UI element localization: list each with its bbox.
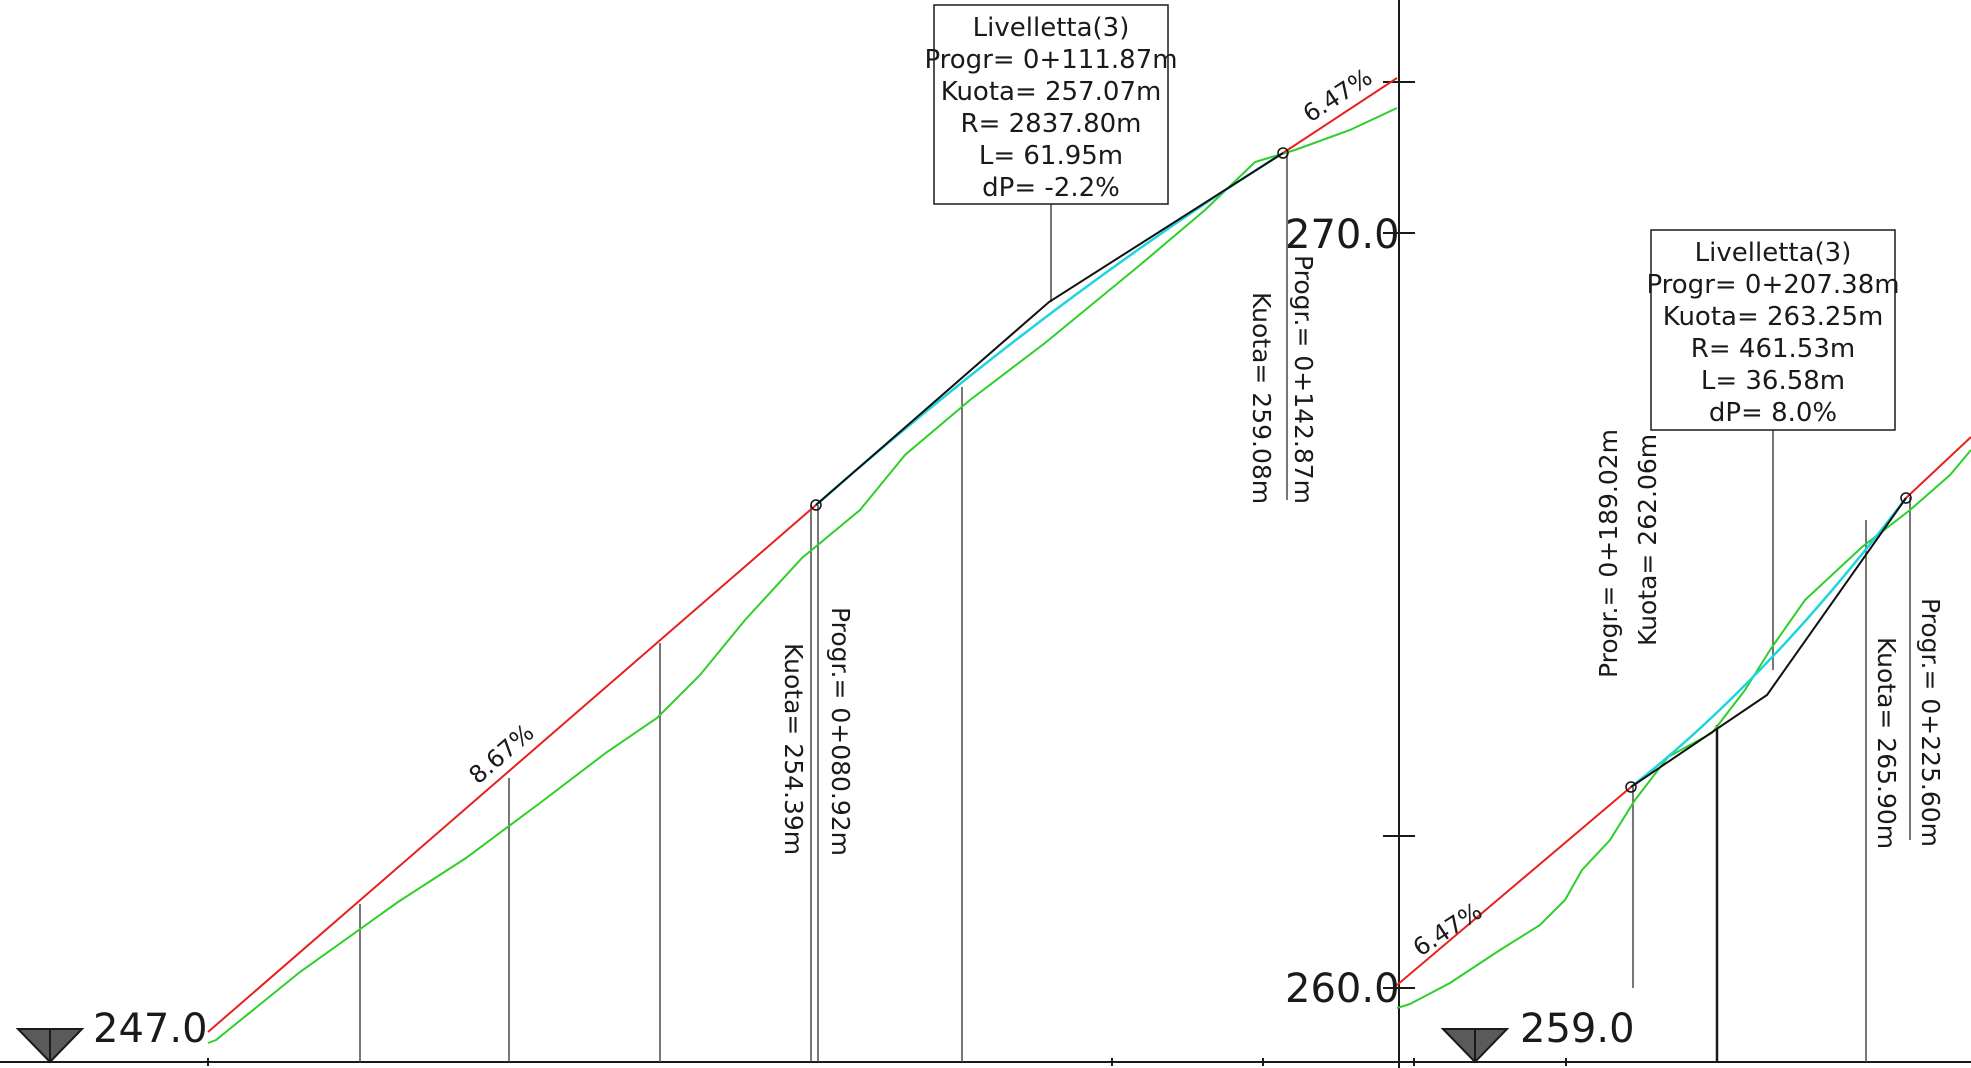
station-lines (359, 152, 1911, 1062)
design-grade-right-start (1282, 77, 1398, 154)
vertical-curve-1 (815, 151, 1284, 506)
datum-label: 247.0 (93, 1006, 208, 1052)
tangent-1 (815, 152, 1284, 506)
elevation-tick-label: 270.0 (1285, 212, 1400, 258)
curve-radius: R= 461.53m (1691, 334, 1855, 364)
info-box-frame (1650, 229, 1896, 431)
vertex-annotation: Progr.= 0+225.60m Kuota= 265.90m (1872, 598, 1945, 849)
vertex-marker (1277, 147, 1289, 159)
vertex-annotation: Progr.= 0+080.92m Kuota= 254.39m (779, 607, 855, 856)
vertex-kuota: Kuota= 262.06m (1633, 434, 1662, 646)
vertical-curve-2 (1630, 497, 1907, 788)
curve-progr: Progr= 0+111.87m (924, 45, 1177, 75)
slope-label: 6.47% (1298, 63, 1377, 128)
curve-title: Livelletta(3) (1695, 238, 1852, 268)
vertex-marker (1625, 781, 1637, 793)
tangent-2 (1630, 497, 1907, 788)
curve-progr: Progr= 0+207.38m (1646, 270, 1899, 300)
info-box-frame (933, 4, 1169, 205)
elevation-tick-label: 260.0 (1285, 966, 1400, 1012)
curve-title: Livelletta(3) (973, 13, 1130, 43)
design-grade-right (1396, 786, 1632, 986)
curve-info-box: Livelletta(3) Progr= 0+207.38m Kuota= 26… (1646, 229, 1900, 431)
vertex-annotation: Progr.= 0+189.02m Kuota= 262.06m (1594, 429, 1662, 678)
vertex-progr: Progr.= 0+142.87m (1289, 255, 1318, 504)
vertex-annotation: Progr.= 0+142.87m Kuota= 259.08m (1247, 255, 1318, 504)
design-grade-end (1905, 436, 1971, 499)
datum-label: 259.0 (1520, 1006, 1635, 1052)
ground-line-left (207, 107, 1398, 1044)
vertex-marker (1900, 492, 1912, 504)
slope-label: 6.47% (1408, 897, 1487, 962)
vertex-progr: Progr.= 0+080.92m (826, 607, 855, 856)
curve-kuota: Kuota= 257.07m (941, 77, 1162, 107)
vertex-marker (810, 499, 822, 511)
vertex-progr: Progr.= 0+189.02m (1594, 429, 1623, 678)
vertex-progr: Progr.= 0+225.60m (1916, 598, 1945, 847)
vertex-kuota: Kuota= 265.90m (1872, 637, 1901, 849)
curve-radius: R= 2837.80m (961, 109, 1142, 139)
design-grade-left (207, 504, 817, 1033)
vertex-kuota: Kuota= 259.08m (1247, 292, 1276, 504)
vertex-kuota: Kuota= 254.39m (779, 643, 808, 855)
curve-dp: dP= -2.2% (982, 173, 1120, 203)
ground-line-right (1396, 449, 1971, 1009)
curve-kuota: Kuota= 263.25m (1663, 302, 1884, 332)
curve-length: L= 61.95m (979, 141, 1123, 171)
curve-info-box: Livelletta(3) Progr= 0+111.87m Kuota= 25… (924, 4, 1178, 205)
curve-length: L= 36.58m (1701, 366, 1845, 396)
bottom-ticks (207, 1058, 1567, 1066)
curve-dp: dP= 8.0% (1709, 398, 1837, 428)
